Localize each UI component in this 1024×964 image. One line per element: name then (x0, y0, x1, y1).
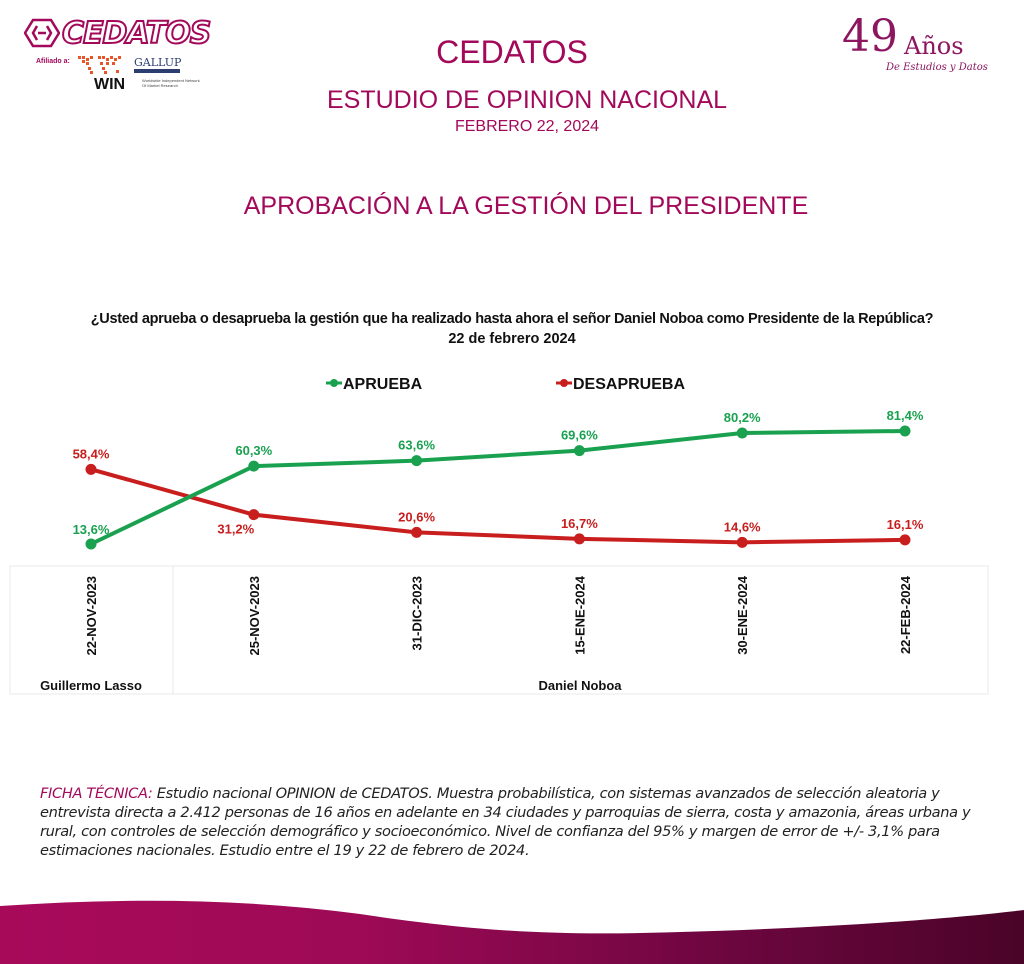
approval-line-chart: APRUEBA DESAPRUEBA 58,4% 31,2% 20,6% 16,7% 1… (9, 376, 989, 695)
page-title: CEDATOS (436, 34, 588, 70)
anniversary-tagline: De Estudios y Datos (886, 62, 988, 73)
x-tick-label: 25-NOV-2023 (247, 576, 262, 656)
legend: APRUEBA DESAPRUEBA (326, 376, 685, 393)
x-tick-label: 31-DIC-2023 (410, 576, 425, 650)
data-label-desaprueba: 16,7% (561, 516, 598, 531)
data-point-desaprueba (573, 533, 585, 545)
category-axis-table: 22-NOV-2023 25-NOV-2023 31-DIC-2023 15-ENE-… (9, 565, 989, 695)
section-title: APROBACIÓN A LA GESTIÓN DEL PRESIDENTE (243, 192, 809, 220)
plot-area: 58,4% 31,2% 20,6% 16,7% 14,6% 16,1% 13,6% 60,3%… (73, 408, 924, 550)
page-date: FEBRERO 22, 2024 (454, 118, 600, 135)
data-label-aprueba: 13,6% (73, 522, 110, 537)
data-label-aprueba: 80,2% (724, 410, 761, 425)
data-label-aprueba: 81,4% (887, 408, 924, 423)
win-subtitle: Worldwide Independent Network Of Market … (142, 78, 200, 88)
data-point-aprueba (411, 455, 423, 467)
gallup-underline (134, 69, 180, 73)
x-tick-label: 22-FEB-2024 (898, 575, 913, 654)
legend-marker-desaprueba (560, 379, 568, 387)
x-tick-label: 15-ENE-2024 (572, 575, 587, 655)
series-line-aprueba (90, 429, 906, 546)
axis-table-frame (9, 565, 989, 695)
x-tick-label: 22-NOV-2023 (84, 576, 99, 656)
data-point-desaprueba (248, 509, 260, 521)
win-logo: WIN (94, 76, 126, 93)
legend-item-desaprueba: DESAPRUEBA (556, 376, 685, 393)
legend-marker-aprueba (330, 379, 338, 387)
gallup-logo: GALLUP (134, 56, 182, 69)
technical-sheet-label: FICHA TÉCNICA: (40, 785, 153, 802)
data-point-aprueba (899, 425, 911, 437)
data-point-aprueba (248, 460, 260, 472)
series-line-desaprueba (90, 467, 906, 545)
data-point-aprueba (85, 538, 97, 550)
page-subtitle: ESTUDIO DE OPINION NACIONAL (326, 86, 728, 114)
group-label-noboa: Daniel Noboa (538, 678, 622, 693)
affiliation-label: Afiliado a: (36, 58, 70, 65)
legend-label-desaprueba: DESAPRUEBA (573, 376, 685, 393)
cedatos-wordmark: CEDATOS (61, 15, 212, 52)
data-point-aprueba (573, 445, 585, 457)
footer-wave (0, 900, 1024, 964)
x-tick-labels: 22-NOV-2023 25-NOV-2023 31-DIC-2023 15-ENE-… (84, 575, 913, 655)
legend-item-aprueba: APRUEBA (326, 376, 423, 393)
data-label-desaprueba: 58,4% (73, 446, 110, 461)
data-point-desaprueba (411, 526, 423, 538)
group-label-lasso: Guillermo Lasso (40, 678, 142, 693)
technical-sheet: FICHA TÉCNICA: Estudio nacional OPINION … (40, 784, 1000, 860)
data-label-aprueba: 69,6% (561, 428, 598, 443)
technical-sheet-text: Estudio nacional OPINION de CEDATOS. Mue… (40, 785, 971, 859)
data-label-desaprueba: 31,2% (217, 522, 254, 537)
cedatos-logo: CEDATOS Afiliado a: GALLUP WIN Worldwide… (24, 14, 212, 104)
data-label-desaprueba: 14,6% (724, 519, 761, 534)
x-tick-label: 30-ENE-2024 (735, 575, 750, 655)
data-label-aprueba: 60,3% (235, 443, 272, 458)
data-point-aprueba (736, 427, 748, 439)
anniversary-years-word: Años (904, 32, 964, 60)
chart-subtitle: 22 de febrero 2024 (448, 331, 576, 347)
legend-label-aprueba: APRUEBA (343, 376, 423, 393)
cedatos-badge-icon (24, 18, 60, 48)
anniversary-years: 49 (842, 11, 898, 62)
data-point-desaprueba (899, 534, 911, 546)
data-label-desaprueba: 16,1% (887, 517, 924, 532)
world-map-icon (78, 56, 121, 74)
data-point-desaprueba (85, 463, 97, 475)
data-point-desaprueba (736, 536, 748, 548)
chart-title: ¿Usted aprueba o desaprueba la gestión q… (90, 311, 934, 327)
data-label-desaprueba: 20,6% (398, 509, 435, 524)
anniversary-logo: 49 Años De Estudios y Datos (842, 12, 1012, 82)
data-label-aprueba: 63,6% (398, 438, 435, 453)
